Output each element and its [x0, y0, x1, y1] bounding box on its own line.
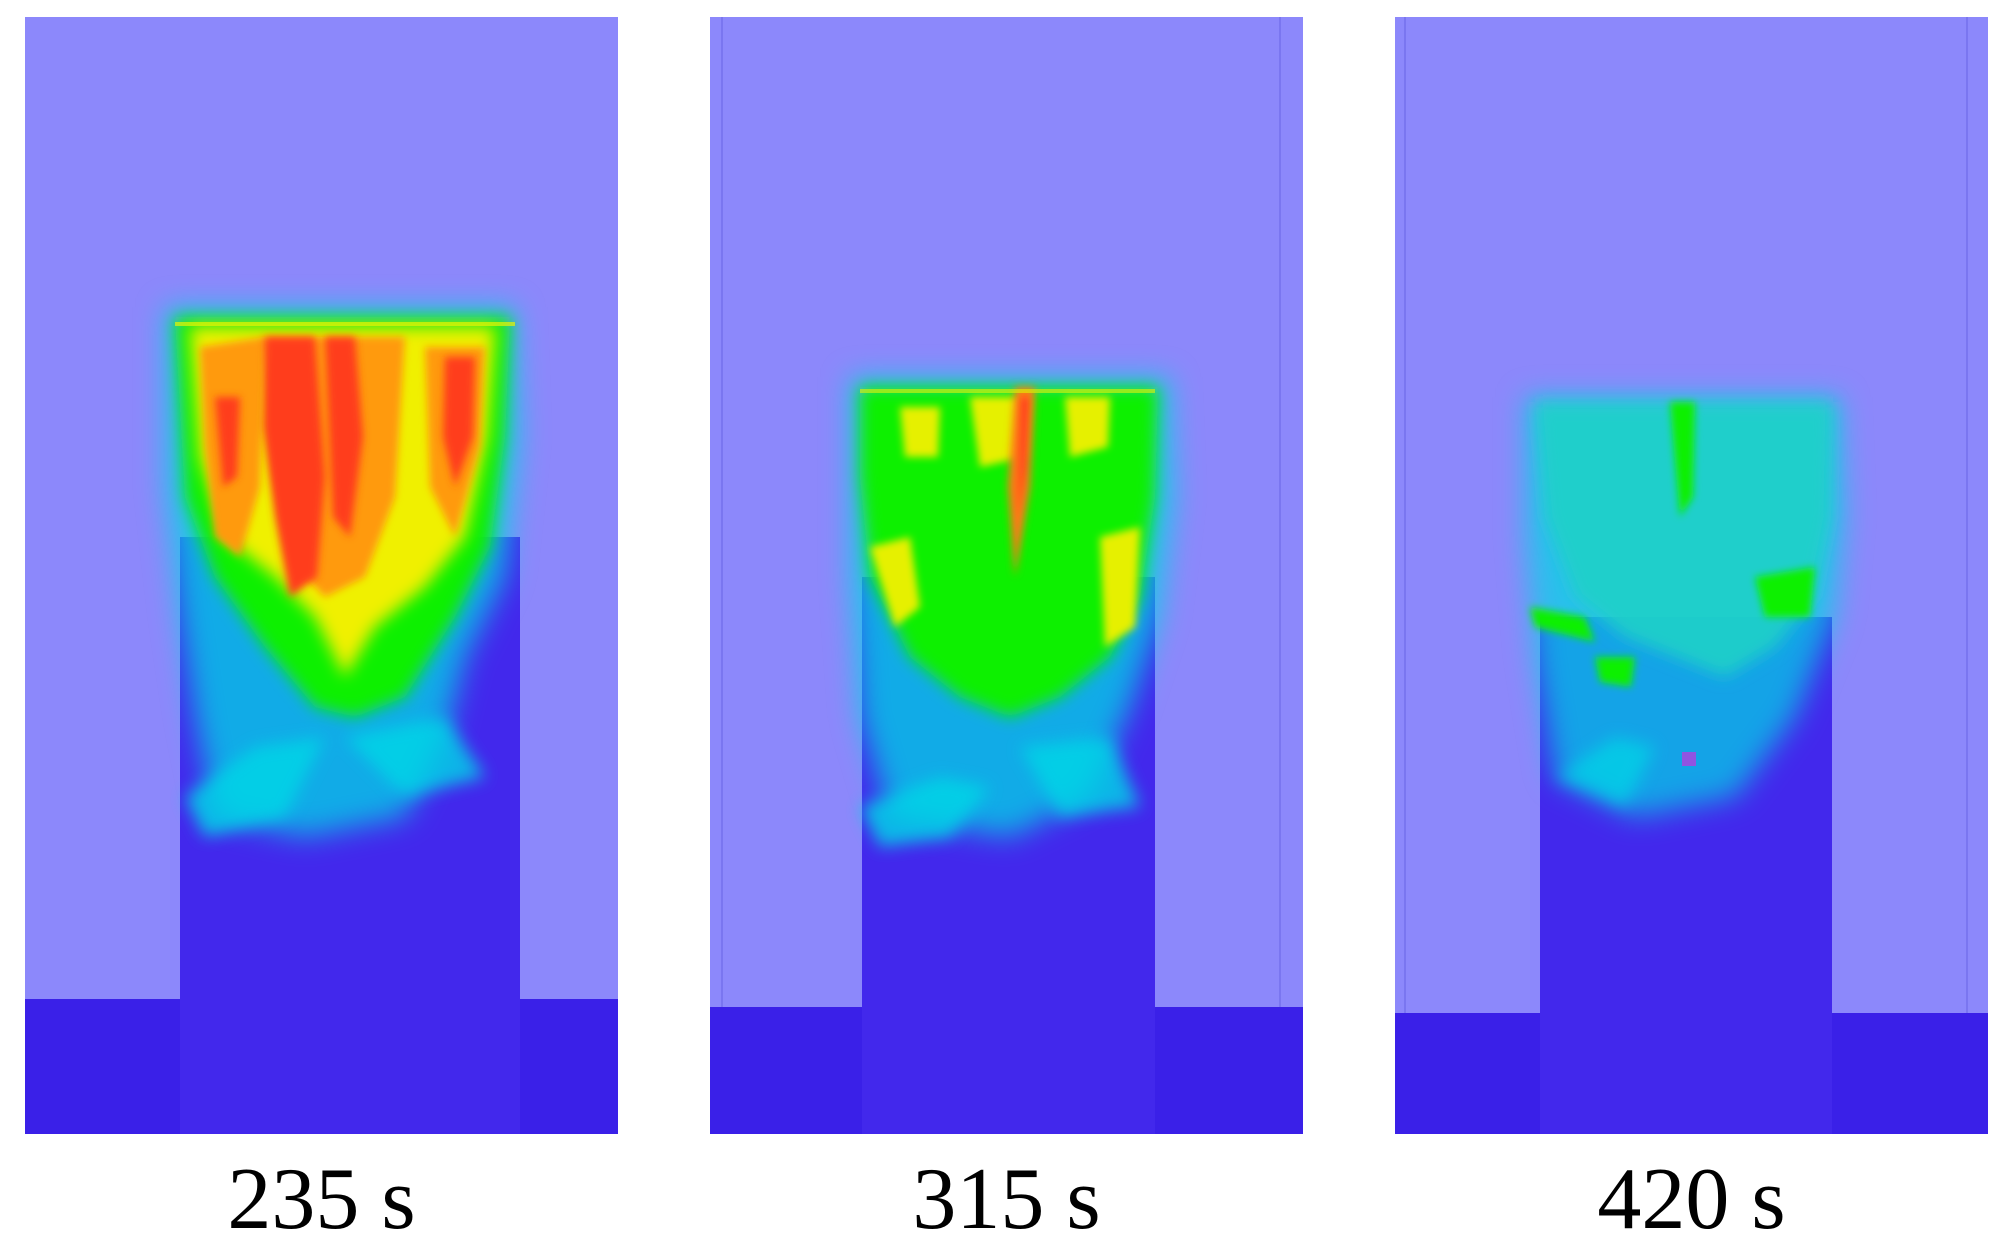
simulation-frame-3	[1395, 17, 1988, 1134]
frame-1-field-image	[25, 17, 618, 1134]
frame-1-time-label: 235 s	[227, 1151, 416, 1248]
simulation-frame-2	[710, 17, 1303, 1134]
frame-2-time-label: 315 s	[912, 1151, 1101, 1248]
frame-3-time-label: 420 s	[1597, 1151, 1786, 1248]
frame-3-field-image	[1395, 17, 1988, 1134]
simulation-frame-1	[25, 17, 618, 1134]
frame-2-field-image	[710, 17, 1303, 1134]
